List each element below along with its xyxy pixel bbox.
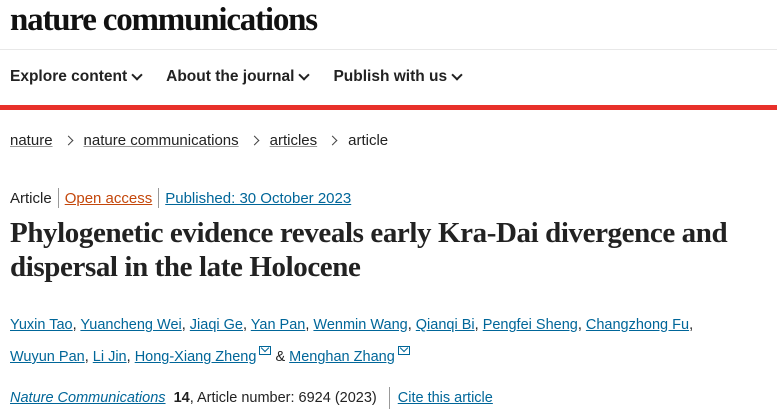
author-link[interactable]: Yuxin Tao [10, 317, 73, 333]
chevron-down-icon [131, 69, 143, 81]
journal-link[interactable]: Nature Communications [10, 390, 166, 406]
breadcrumb-current: article [348, 132, 389, 149]
nav-label: Publish with us [333, 68, 448, 85]
breadcrumb-nature[interactable]: nature [10, 132, 53, 149]
published-date-link[interactable]: Published: 30 October 2023 [165, 189, 352, 207]
author-link[interactable]: Yuancheng Wei [80, 317, 182, 333]
breadcrumb-nature-communications[interactable]: nature communications [83, 132, 239, 149]
nav-label: Explore content [10, 68, 128, 85]
chevron-right-icon [249, 135, 260, 146]
author-link[interactable]: Pengfei Sheng [482, 317, 578, 333]
chevron-down-icon [451, 69, 463, 81]
main-nav: Explore content About the journal Publis… [10, 68, 463, 86]
breadcrumb-articles[interactable]: articles [269, 132, 318, 149]
citation-line: Nature Communications 14 , Article numbe… [10, 387, 493, 409]
accent-bar [0, 105, 777, 110]
article-number: , Article number: 6924 (2023) [189, 390, 377, 406]
nav-explore-content[interactable]: Explore content [10, 68, 143, 86]
chevron-right-icon [63, 135, 73, 146]
chevron-right-icon [327, 135, 338, 146]
author-link[interactable]: Wuyun Pan [10, 349, 85, 365]
email-icon[interactable] [397, 346, 410, 355]
author-link[interactable]: Qianqi Bi [415, 317, 475, 333]
article-title: Phylogenetic evidence reveals early Kra-… [10, 217, 728, 283]
author-list: Yuxin Tao, Yuancheng Wei, Jiaqi Ge, Yan … [10, 317, 694, 365]
author-link[interactable]: Changzhong Fu [585, 317, 690, 333]
divider [0, 49, 777, 50]
article-meta: Article Open access Published: 30 Octobe… [10, 188, 351, 208]
author-link[interactable]: Jiaqi Ge [189, 317, 243, 333]
article-type: Article [10, 189, 52, 207]
divider [388, 387, 390, 409]
nav-label: About the journal [166, 68, 295, 85]
author-link[interactable]: Menghan Zhang [289, 349, 395, 365]
chevron-down-icon [298, 69, 311, 81]
author-link[interactable]: Yan Pan [250, 317, 306, 333]
volume: 14 [173, 390, 190, 406]
nav-about-journal[interactable]: About the journal [166, 68, 311, 86]
breadcrumb: nature nature communications articles ar… [10, 132, 388, 149]
email-icon[interactable] [259, 346, 272, 355]
nav-publish-with-us[interactable]: Publish with us [333, 68, 463, 86]
cite-this-article-link[interactable]: Cite this article [397, 390, 493, 406]
divider [57, 188, 59, 208]
author-link[interactable]: Hong-Xiang Zheng [134, 349, 257, 365]
divider [158, 188, 160, 208]
author-link[interactable]: Li Jin [92, 349, 127, 365]
site-logo[interactable]: nature communications [10, 2, 318, 38]
open-access-link[interactable]: Open access [64, 189, 153, 207]
and-separator: & [275, 349, 286, 365]
author-link[interactable]: Wenmin Wang [313, 317, 408, 333]
